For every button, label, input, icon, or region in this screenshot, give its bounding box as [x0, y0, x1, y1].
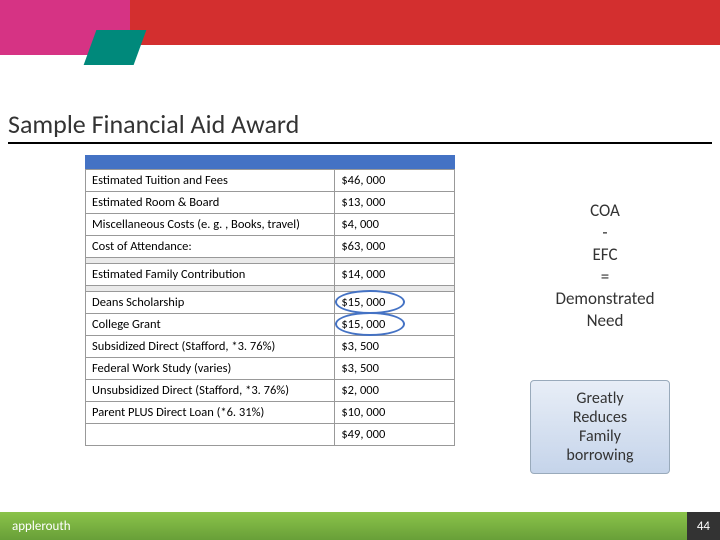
table-row: Federal Work Study (varies)$3, 500 — [86, 358, 455, 380]
table-row: Parent PLUS Direct Loan (*6. 31%)$10, 00… — [86, 402, 455, 424]
table-row: Subsidized Direct (Stafford, *3. 76%)$3,… — [86, 336, 455, 358]
table-row: College Grant$15, 000 — [86, 314, 455, 336]
callout-box: Greatly Reduces Family borrowing — [530, 380, 670, 474]
table-row: Cost of Attendance:$63, 000 — [86, 236, 455, 258]
table-row: Deans Scholarship$15, 000 — [86, 292, 455, 314]
table-header — [85, 155, 455, 169]
page-title: Sample Financial Aid Award — [8, 108, 712, 144]
table-row: Estimated Family Contribution$14, 000 — [86, 264, 455, 286]
page-number: 44 — [687, 512, 720, 540]
award-table: Estimated Tuition and Fees$46, 000 Estim… — [85, 155, 455, 446]
footer-brand: applerouth — [12, 519, 71, 534]
table-row: Miscellaneous Costs (e. g. , Books, trav… — [86, 214, 455, 236]
header-accent — [0, 0, 720, 70]
table-row: Estimated Tuition and Fees$46, 000 — [86, 170, 455, 192]
table-row: Unsubsidized Direct (Stafford, *3. 76%)$… — [86, 380, 455, 402]
table-row: Estimated Room & Board$13, 000 — [86, 192, 455, 214]
table-row-total: $49, 000 — [86, 424, 455, 446]
formula-text: COA - EFC = Demonstrated Need — [530, 200, 680, 333]
footer-bar: applerouth 44 — [0, 512, 720, 540]
